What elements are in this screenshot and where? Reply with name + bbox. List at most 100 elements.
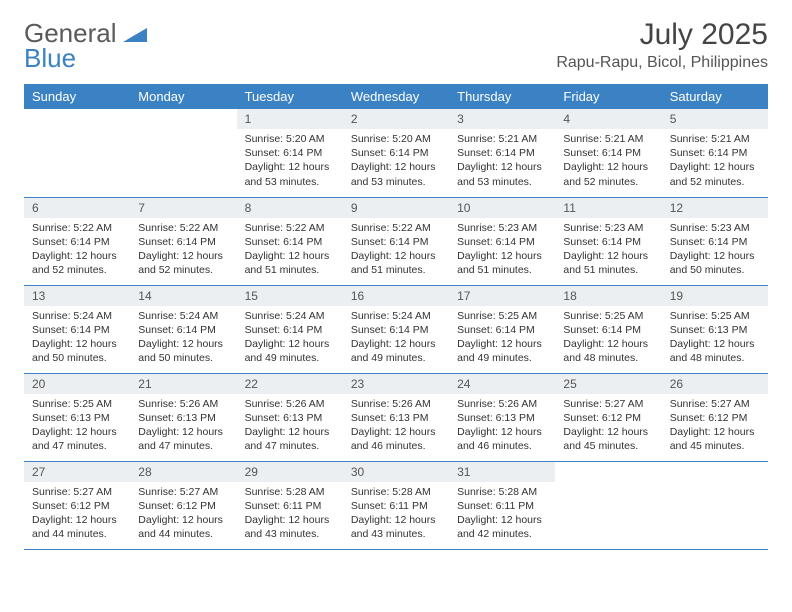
calendar-day-cell: 29Sunrise: 5:28 AMSunset: 6:11 PMDayligh… [237, 461, 343, 549]
weekday-header: Wednesday [343, 84, 449, 109]
day-details: Sunrise: 5:24 AMSunset: 6:14 PMDaylight:… [130, 306, 236, 370]
day-number: 17 [449, 286, 555, 306]
logo: General Blue [24, 18, 147, 74]
day-details: Sunrise: 5:24 AMSunset: 6:14 PMDaylight:… [343, 306, 449, 370]
calendar-day-cell: 21Sunrise: 5:26 AMSunset: 6:13 PMDayligh… [130, 373, 236, 461]
weekday-header-row: SundayMondayTuesdayWednesdayThursdayFrid… [24, 84, 768, 109]
day-number: 10 [449, 198, 555, 218]
calendar-day-cell: 13Sunrise: 5:24 AMSunset: 6:14 PMDayligh… [24, 285, 130, 373]
day-number: 26 [662, 374, 768, 394]
calendar-day-cell: 24Sunrise: 5:26 AMSunset: 6:13 PMDayligh… [449, 373, 555, 461]
day-number: 3 [449, 109, 555, 129]
day-number: 16 [343, 286, 449, 306]
calendar-day-cell: 23Sunrise: 5:26 AMSunset: 6:13 PMDayligh… [343, 373, 449, 461]
day-details: Sunrise: 5:21 AMSunset: 6:14 PMDaylight:… [662, 129, 768, 193]
day-number: 23 [343, 374, 449, 394]
day-number: 30 [343, 462, 449, 482]
calendar-day-cell: 30Sunrise: 5:28 AMSunset: 6:11 PMDayligh… [343, 461, 449, 549]
day-number: 5 [662, 109, 768, 129]
day-details: Sunrise: 5:21 AMSunset: 6:14 PMDaylight:… [449, 129, 555, 193]
calendar-day-cell: 6Sunrise: 5:22 AMSunset: 6:14 PMDaylight… [24, 197, 130, 285]
day-details: Sunrise: 5:26 AMSunset: 6:13 PMDaylight:… [237, 394, 343, 458]
day-details: Sunrise: 5:25 AMSunset: 6:13 PMDaylight:… [24, 394, 130, 458]
calendar-day-cell: 5Sunrise: 5:21 AMSunset: 6:14 PMDaylight… [662, 109, 768, 197]
day-details: Sunrise: 5:23 AMSunset: 6:14 PMDaylight:… [662, 218, 768, 282]
day-number: 12 [662, 198, 768, 218]
calendar-body: 1Sunrise: 5:20 AMSunset: 6:14 PMDaylight… [24, 109, 768, 549]
day-details: Sunrise: 5:22 AMSunset: 6:14 PMDaylight:… [343, 218, 449, 282]
day-number: 13 [24, 286, 130, 306]
calendar-day-cell: 25Sunrise: 5:27 AMSunset: 6:12 PMDayligh… [555, 373, 661, 461]
calendar-day-cell: 19Sunrise: 5:25 AMSunset: 6:13 PMDayligh… [662, 285, 768, 373]
calendar-day-cell [555, 461, 661, 549]
calendar-day-cell: 16Sunrise: 5:24 AMSunset: 6:14 PMDayligh… [343, 285, 449, 373]
day-number: 8 [237, 198, 343, 218]
day-details: Sunrise: 5:27 AMSunset: 6:12 PMDaylight:… [555, 394, 661, 458]
day-details: Sunrise: 5:21 AMSunset: 6:14 PMDaylight:… [555, 129, 661, 193]
day-details: Sunrise: 5:25 AMSunset: 6:14 PMDaylight:… [449, 306, 555, 370]
calendar-day-cell: 7Sunrise: 5:22 AMSunset: 6:14 PMDaylight… [130, 197, 236, 285]
day-details: Sunrise: 5:23 AMSunset: 6:14 PMDaylight:… [555, 218, 661, 282]
calendar-day-cell: 15Sunrise: 5:24 AMSunset: 6:14 PMDayligh… [237, 285, 343, 373]
day-number: 27 [24, 462, 130, 482]
calendar-day-cell: 12Sunrise: 5:23 AMSunset: 6:14 PMDayligh… [662, 197, 768, 285]
day-number: 29 [237, 462, 343, 482]
day-number: 18 [555, 286, 661, 306]
header: General Blue July 2025 Rapu-Rapu, Bicol,… [24, 18, 768, 74]
calendar-day-cell [662, 461, 768, 549]
calendar-week-row: 13Sunrise: 5:24 AMSunset: 6:14 PMDayligh… [24, 285, 768, 373]
day-details: Sunrise: 5:20 AMSunset: 6:14 PMDaylight:… [343, 129, 449, 193]
calendar-week-row: 1Sunrise: 5:20 AMSunset: 6:14 PMDaylight… [24, 109, 768, 197]
day-number: 31 [449, 462, 555, 482]
calendar-day-cell: 17Sunrise: 5:25 AMSunset: 6:14 PMDayligh… [449, 285, 555, 373]
calendar-day-cell: 28Sunrise: 5:27 AMSunset: 6:12 PMDayligh… [130, 461, 236, 549]
day-details: Sunrise: 5:28 AMSunset: 6:11 PMDaylight:… [449, 482, 555, 546]
day-details: Sunrise: 5:26 AMSunset: 6:13 PMDaylight:… [130, 394, 236, 458]
day-number: 22 [237, 374, 343, 394]
weekday-header: Thursday [449, 84, 555, 109]
day-details: Sunrise: 5:22 AMSunset: 6:14 PMDaylight:… [237, 218, 343, 282]
calendar-day-cell: 10Sunrise: 5:23 AMSunset: 6:14 PMDayligh… [449, 197, 555, 285]
calendar-day-cell: 22Sunrise: 5:26 AMSunset: 6:13 PMDayligh… [237, 373, 343, 461]
day-number: 9 [343, 198, 449, 218]
calendar-week-row: 20Sunrise: 5:25 AMSunset: 6:13 PMDayligh… [24, 373, 768, 461]
day-number: 19 [662, 286, 768, 306]
calendar-day-cell: 31Sunrise: 5:28 AMSunset: 6:11 PMDayligh… [449, 461, 555, 549]
logo-triangle-icon [123, 29, 147, 46]
location-text: Rapu-Rapu, Bicol, Philippines [556, 54, 768, 72]
day-number: 20 [24, 374, 130, 394]
day-details: Sunrise: 5:27 AMSunset: 6:12 PMDaylight:… [130, 482, 236, 546]
day-number: 25 [555, 374, 661, 394]
calendar-day-cell: 14Sunrise: 5:24 AMSunset: 6:14 PMDayligh… [130, 285, 236, 373]
day-details: Sunrise: 5:26 AMSunset: 6:13 PMDaylight:… [343, 394, 449, 458]
day-details: Sunrise: 5:24 AMSunset: 6:14 PMDaylight:… [237, 306, 343, 370]
calendar-day-cell: 11Sunrise: 5:23 AMSunset: 6:14 PMDayligh… [555, 197, 661, 285]
page-title: July 2025 [556, 18, 768, 52]
calendar-week-row: 6Sunrise: 5:22 AMSunset: 6:14 PMDaylight… [24, 197, 768, 285]
day-details: Sunrise: 5:26 AMSunset: 6:13 PMDaylight:… [449, 394, 555, 458]
calendar-day-cell: 9Sunrise: 5:22 AMSunset: 6:14 PMDaylight… [343, 197, 449, 285]
calendar-day-cell: 26Sunrise: 5:27 AMSunset: 6:12 PMDayligh… [662, 373, 768, 461]
day-number: 4 [555, 109, 661, 129]
day-number: 11 [555, 198, 661, 218]
day-number: 2 [343, 109, 449, 129]
weekday-header: Saturday [662, 84, 768, 109]
day-number: 1 [237, 109, 343, 129]
day-details: Sunrise: 5:23 AMSunset: 6:14 PMDaylight:… [449, 218, 555, 282]
weekday-header: Sunday [24, 84, 130, 109]
calendar-day-cell: 3Sunrise: 5:21 AMSunset: 6:14 PMDaylight… [449, 109, 555, 197]
calendar-day-cell: 20Sunrise: 5:25 AMSunset: 6:13 PMDayligh… [24, 373, 130, 461]
day-details: Sunrise: 5:22 AMSunset: 6:14 PMDaylight:… [130, 218, 236, 282]
calendar-table: SundayMondayTuesdayWednesdayThursdayFrid… [24, 84, 768, 550]
weekday-header: Tuesday [237, 84, 343, 109]
title-block: July 2025 Rapu-Rapu, Bicol, Philippines [556, 18, 768, 72]
day-number: 7 [130, 198, 236, 218]
day-details: Sunrise: 5:27 AMSunset: 6:12 PMDaylight:… [24, 482, 130, 546]
weekday-header: Friday [555, 84, 661, 109]
calendar-day-cell: 1Sunrise: 5:20 AMSunset: 6:14 PMDaylight… [237, 109, 343, 197]
calendar-day-cell: 2Sunrise: 5:20 AMSunset: 6:14 PMDaylight… [343, 109, 449, 197]
day-number: 6 [24, 198, 130, 218]
day-details: Sunrise: 5:25 AMSunset: 6:13 PMDaylight:… [662, 306, 768, 370]
calendar-day-cell: 4Sunrise: 5:21 AMSunset: 6:14 PMDaylight… [555, 109, 661, 197]
day-number: 28 [130, 462, 236, 482]
